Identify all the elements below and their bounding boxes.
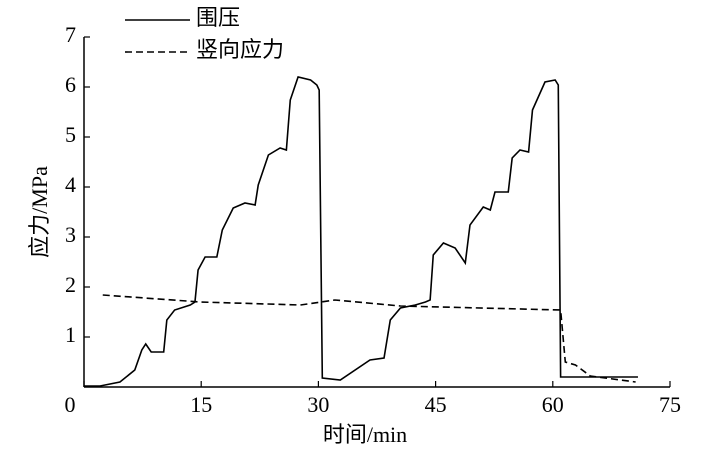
series-line: [102, 294, 636, 383]
y-tick-label: 3: [65, 222, 76, 247]
y-tick-label: 2: [65, 272, 76, 297]
x-tick-label: 45: [425, 392, 447, 417]
y-axis-label: 应力/MPa: [27, 166, 52, 258]
y-tick-label: 6: [65, 72, 76, 97]
x-axis-label: 时间/min: [323, 422, 407, 447]
x-tick-label: 60: [542, 392, 564, 417]
y-tick-label: 1: [65, 322, 76, 347]
x-tick-label: 15: [190, 392, 212, 417]
x-tick-label: 0: [65, 392, 76, 417]
y-tick-label: 7: [65, 22, 76, 47]
legend-label: 围压: [196, 5, 240, 30]
y-tick-label: 4: [65, 172, 76, 197]
y-tick-label: 5: [65, 122, 76, 147]
x-tick-label: 30: [307, 392, 329, 417]
legend-label: 竖向应力: [196, 37, 284, 62]
x-tick-label: 75: [659, 392, 681, 417]
series-line: [84, 76, 638, 387]
